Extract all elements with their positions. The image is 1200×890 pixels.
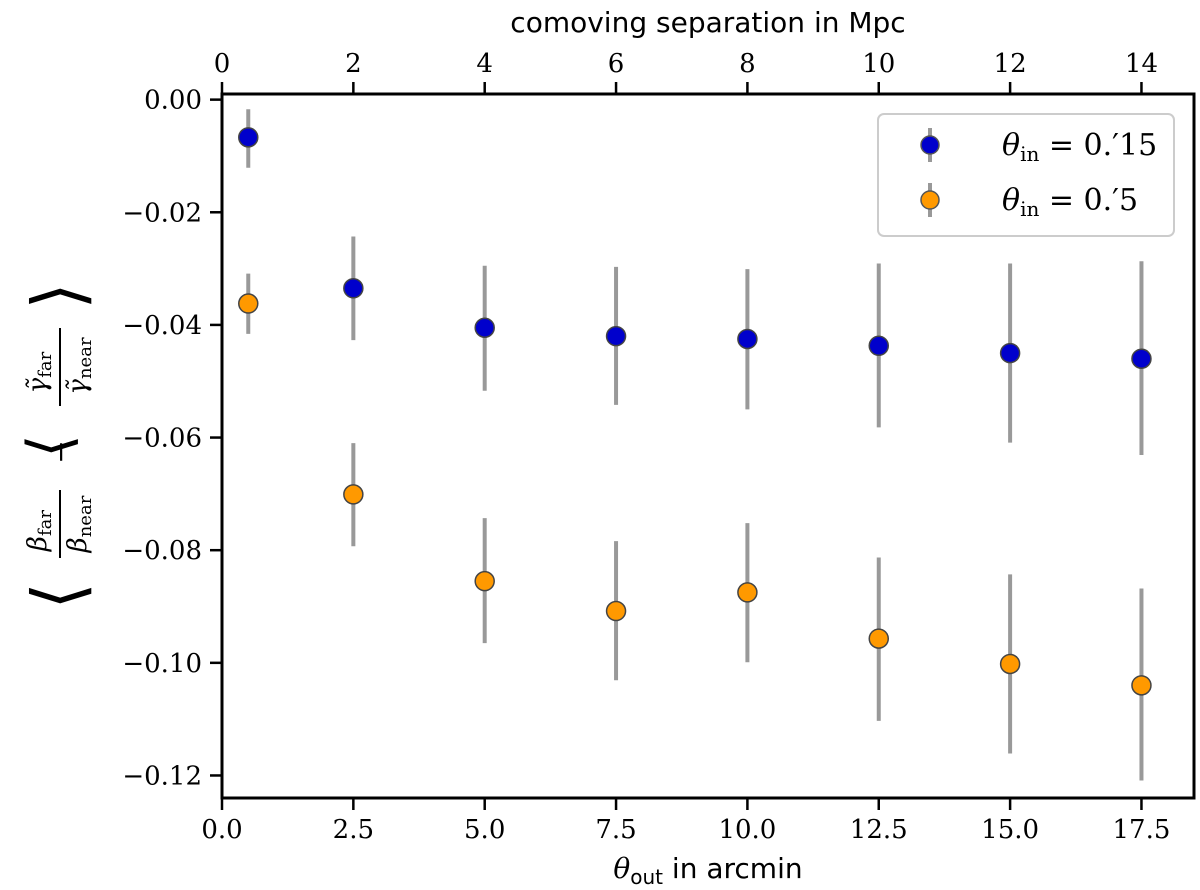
point-s0-2 (474, 317, 495, 338)
x-tick-label-6: 15.0 (981, 815, 1039, 845)
y-tick-label-4: −0.08 (122, 536, 202, 566)
top-tick-label-7: 14 (1125, 49, 1158, 79)
y-tick-label-5: −0.10 (122, 649, 202, 679)
point-s1-1 (343, 484, 364, 505)
y-tick-label-1: −0.02 (122, 198, 202, 228)
y-axis-title: ⟨ βfar βnear − γ̃far γ̃near ⟨ ⟩ (15, 282, 99, 609)
top-tick-label-0: 0 (214, 49, 231, 79)
legend-label-1: θin = 0.′5 (1002, 183, 1138, 221)
y-axis-ticks: 0.00 −0.02 −0.04 −0.06 −0.08 −0.10 −0.12 (122, 86, 222, 791)
legend: θin = 0.′15 θin = 0.′5 (877, 113, 1175, 237)
point-s1-3 (605, 600, 627, 622)
plot-frame (220, 92, 1196, 800)
y-tick-label-3: −0.06 (122, 424, 202, 454)
y-angle-left: ⟨ (17, 582, 99, 609)
point-s0-6 (999, 342, 1021, 364)
point-s0-0 (238, 127, 259, 148)
top-tick-label-5: 10 (862, 49, 895, 79)
point-s1-5 (868, 628, 890, 649)
point-s1-7 (1131, 675, 1152, 696)
y-tick-label-0: 0.00 (144, 86, 202, 116)
y-axis-title-text: ⟨ (15, 434, 85, 457)
x-tick-label-1: 2.5 (333, 815, 374, 845)
x-tick-label-4: 10.0 (718, 815, 776, 845)
legend-box (877, 113, 1175, 237)
point-s1-4 (737, 582, 758, 603)
top-x-axis-ticks: 0 2 4 6 8 10 12 14 (214, 49, 1158, 94)
top-tick-label-4: 8 (739, 49, 756, 79)
y-minus-sign: − (44, 440, 77, 463)
point-s0-3 (605, 325, 627, 347)
legend-label-0: θin = 0.′15 (1002, 128, 1157, 166)
top-tick-label-1: 2 (345, 49, 362, 79)
y-tick-label-6: −0.12 (122, 761, 202, 791)
point-s0-1 (343, 278, 364, 299)
x-tick-label-7: 17.5 (1113, 815, 1171, 845)
legend-marker-0 (920, 135, 940, 155)
legend-marker-1 (920, 190, 940, 210)
point-s0-7 (1131, 348, 1152, 369)
y-frac-beta: βfar βnear (23, 495, 96, 553)
x-axis-ticks: 0.0 2.5 5.0 7.5 10.0 12.5 15.0 17.5 (201, 798, 1170, 845)
point-s1-6 (999, 653, 1021, 675)
top-tick-label-3: 6 (608, 49, 625, 79)
point-s0-4 (737, 328, 758, 350)
y-frac-gamma: γ̃far γ̃near (23, 337, 96, 395)
x-tick-label-0: 0.0 (201, 815, 242, 845)
top-tick-label-2: 4 (476, 49, 493, 79)
point-s0-5 (868, 335, 890, 357)
point-s1-2 (474, 570, 495, 592)
x-axis-title: θout in arcmin (613, 852, 802, 889)
y-tick-label-2: −0.04 (122, 311, 202, 341)
x-tick-label-3: 7.5 (595, 815, 636, 845)
top-axis-title: comoving separation in Mpc (510, 6, 905, 39)
data-points (238, 127, 1152, 696)
x-tick-label-5: 12.5 (850, 815, 908, 845)
top-tick-label-6: 12 (994, 49, 1027, 79)
x-tick-label-2: 5.0 (464, 815, 505, 845)
point-s1-0 (238, 293, 259, 314)
y-angle-right: ⟩ (17, 282, 99, 309)
